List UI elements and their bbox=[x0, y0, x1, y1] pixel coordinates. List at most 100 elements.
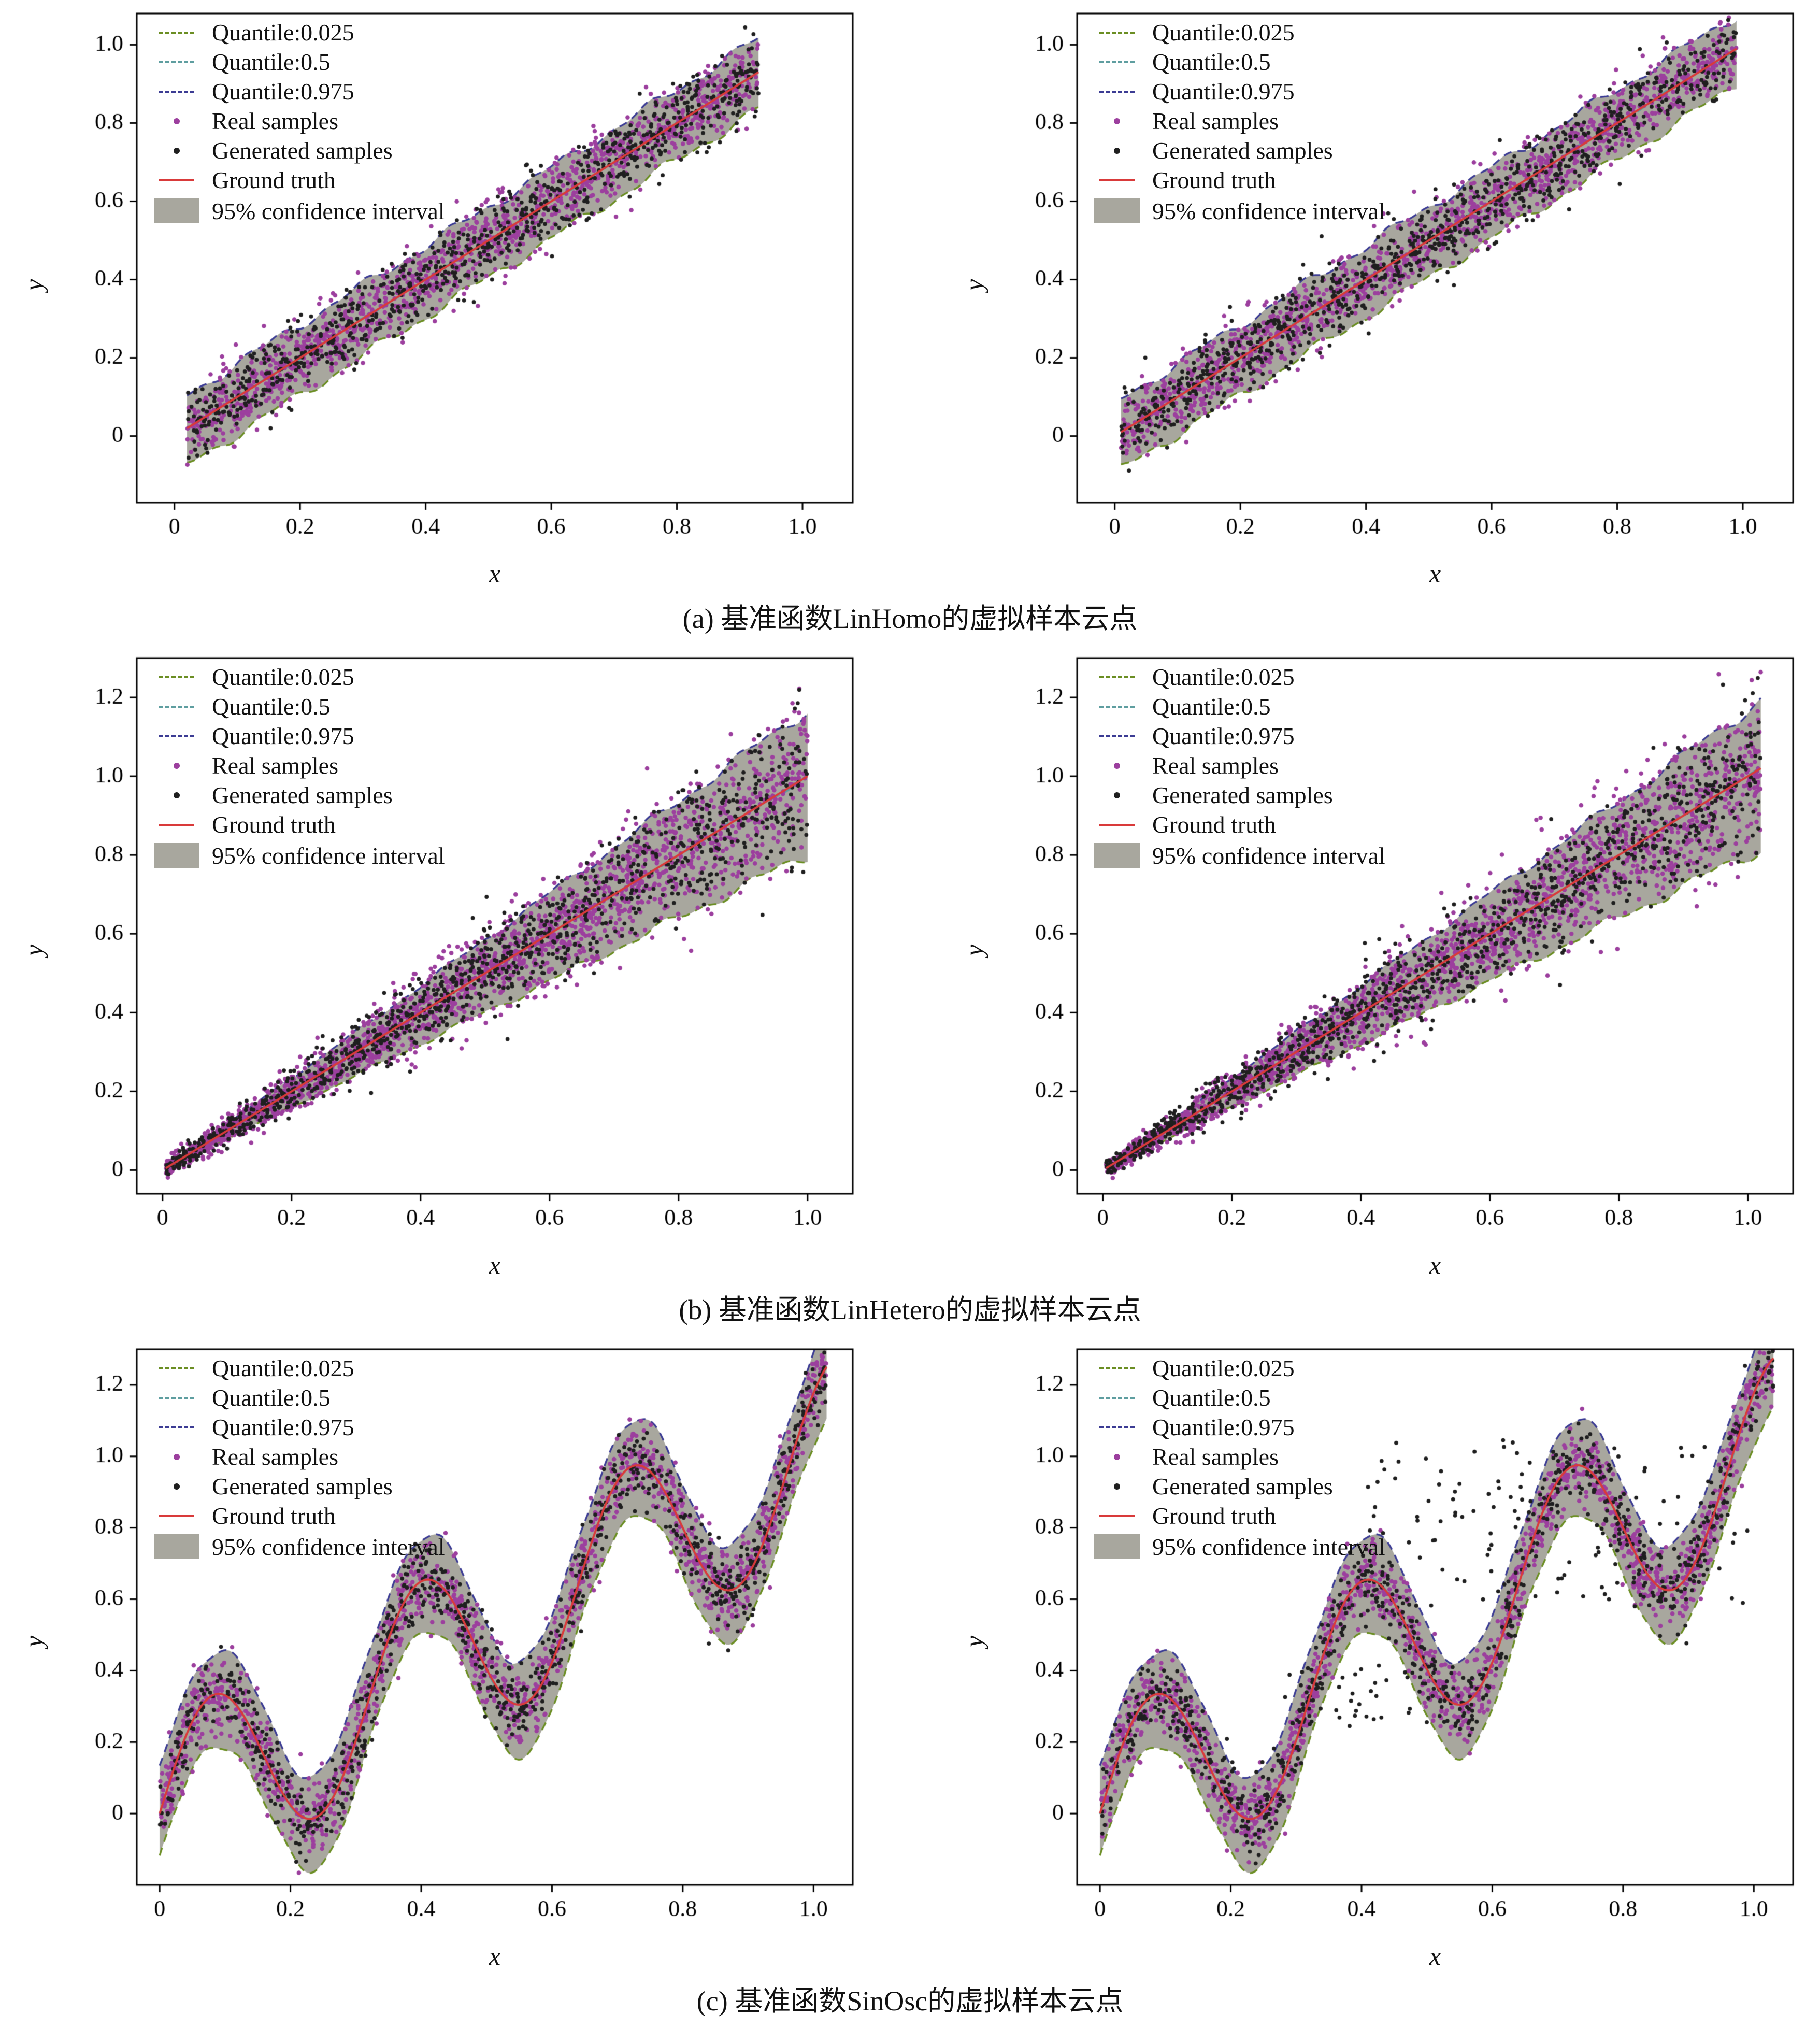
plot-area: Quantile:0.025 Quantile:0.5 Quantile:0.975… bbox=[994, 1343, 1802, 1939]
legend-marker-box bbox=[1090, 843, 1144, 868]
legend-marker-dashed-line bbox=[159, 31, 194, 34]
legend-item: Quantile:0.975 bbox=[1090, 721, 1385, 751]
x-axis-label: x bbox=[489, 1250, 501, 1279]
plot-legend: Quantile:0.025 Quantile:0.5 Quantile:0.975… bbox=[150, 18, 445, 227]
y-axis-label: y bbox=[19, 279, 48, 291]
legend-marker-dot bbox=[1114, 1453, 1120, 1460]
legend-label: Quantile:0.975 bbox=[212, 1414, 354, 1440]
legend-label: Quantile:0.975 bbox=[212, 723, 354, 749]
legend-label: Real samples bbox=[212, 752, 338, 779]
plot-canvas-sinosc-left bbox=[54, 1343, 862, 1939]
legend-marker-dashed-line bbox=[1099, 1426, 1135, 1428]
legend-marker-box bbox=[1090, 179, 1144, 181]
legend-marker-dashed-line bbox=[1099, 676, 1135, 678]
chart-panel-linhomo-right: y Quantile:0.025 Quantile:0.5 Quantile:0.9… bbox=[958, 7, 1802, 591]
legend-label: Quantile:0.025 bbox=[1152, 664, 1295, 690]
legend-marker-dot bbox=[1114, 118, 1120, 124]
legend-marker-dot bbox=[1114, 762, 1120, 769]
legend-label: Quantile:0.975 bbox=[212, 78, 354, 105]
legend-item: Real samples bbox=[1090, 751, 1385, 780]
legend-label: Quantile:0.025 bbox=[212, 19, 354, 46]
plot-legend: Quantile:0.025 Quantile:0.5 Quantile:0.975… bbox=[150, 1353, 445, 1563]
legend-marker-box bbox=[1090, 118, 1144, 124]
legend-marker-patch bbox=[154, 198, 199, 223]
y-axis-label: y bbox=[959, 945, 988, 956]
legend-item: Generated samples bbox=[1090, 780, 1385, 810]
legend-marker-box bbox=[1090, 705, 1144, 708]
legend-marker-dot bbox=[174, 1483, 180, 1490]
plot-canvas-sinosc-right bbox=[994, 1343, 1802, 1939]
legend-marker-dashed-line bbox=[1099, 1367, 1135, 1369]
legend-item: Quantile:0.975 bbox=[1090, 77, 1385, 106]
chart-panel-linhetero-left: y Quantile:0.025 Quantile:0.5 Quantile:0.9… bbox=[18, 652, 862, 1282]
legend-marker-box bbox=[150, 792, 204, 798]
legend-item: Ground truth bbox=[1090, 1501, 1385, 1531]
legend-label: Quantile:0.5 bbox=[212, 49, 331, 75]
legend-item: Quantile:0.975 bbox=[150, 77, 445, 106]
charts-row-c: y Quantile:0.025 Quantile:0.5 Quantile:0.9… bbox=[0, 1343, 1820, 1973]
legend-item: Quantile:0.025 bbox=[1090, 1353, 1385, 1383]
legend-marker-box bbox=[1090, 792, 1144, 798]
legend-item: Quantile:0.975 bbox=[150, 721, 445, 751]
legend-label: Quantile:0.5 bbox=[1152, 49, 1271, 75]
x-axis-label: x bbox=[1429, 1941, 1441, 1970]
legend-label: 95% confidence interval bbox=[212, 1533, 445, 1560]
legend-item: Generated samples bbox=[150, 136, 445, 165]
legend-marker-dashed-line bbox=[1099, 735, 1135, 737]
legend-marker-box bbox=[1090, 31, 1144, 34]
legend-marker-line bbox=[1099, 1515, 1135, 1517]
chart-panel-linhetero-right: y Quantile:0.025 Quantile:0.5 Quantile:0.9… bbox=[958, 652, 1802, 1282]
legend-marker-box bbox=[150, 676, 204, 678]
legend-label: Ground truth bbox=[1152, 811, 1276, 838]
legend-item: 95% confidence interval bbox=[150, 1531, 445, 1563]
legend-marker-box bbox=[150, 61, 204, 63]
legend-marker-dot bbox=[174, 792, 180, 798]
legend-item: Generated samples bbox=[150, 1471, 445, 1501]
chart-panel-sinosc-right: y Quantile:0.025 Quantile:0.5 Quantile:0.9… bbox=[958, 1343, 1802, 1973]
legend-marker-box bbox=[150, 735, 204, 737]
legend-marker-dashed-line bbox=[159, 1367, 194, 1369]
legend-label: Real samples bbox=[1152, 108, 1279, 134]
legend-marker-box bbox=[150, 1396, 204, 1399]
x-axis-label: x bbox=[1429, 559, 1441, 588]
row-caption-c: (c) 基准函数SinOsc的虚拟样本云点 bbox=[696, 1985, 1124, 2017]
legend-item: Generated samples bbox=[1090, 1471, 1385, 1501]
figure-row-sinosc: y Quantile:0.025 Quantile:0.5 Quantile:0.9… bbox=[0, 1343, 1820, 2023]
legend-item: Ground truth bbox=[150, 165, 445, 195]
plot-canvas-linhomo-left bbox=[54, 7, 862, 556]
legend-marker-line bbox=[1099, 179, 1135, 181]
legend-item: Generated samples bbox=[1090, 136, 1385, 165]
legend-marker-patch bbox=[154, 843, 199, 868]
legend-label: Ground truth bbox=[212, 811, 336, 838]
plot-legend: Quantile:0.025 Quantile:0.5 Quantile:0.975… bbox=[1090, 1353, 1385, 1563]
legend-item: 95% confidence interval bbox=[1090, 1531, 1385, 1563]
legend-label: Quantile:0.5 bbox=[1152, 1384, 1271, 1411]
plot-area: Quantile:0.025 Quantile:0.5 Quantile:0.975… bbox=[54, 7, 862, 556]
legend-marker-patch bbox=[1094, 198, 1140, 223]
legend-item: Real samples bbox=[150, 106, 445, 136]
legend-marker-dashed-line bbox=[159, 61, 194, 63]
legend-item: 95% confidence interval bbox=[150, 839, 445, 872]
legend-marker-box bbox=[1090, 1534, 1144, 1559]
legend-item: 95% confidence interval bbox=[1090, 195, 1385, 227]
legend-label: 95% confidence interval bbox=[212, 842, 445, 869]
legend-marker-dashed-line bbox=[159, 705, 194, 708]
plot-legend: Quantile:0.025 Quantile:0.5 Quantile:0.975… bbox=[1090, 18, 1385, 227]
legend-marker-box bbox=[150, 823, 204, 826]
legend-item: Ground truth bbox=[1090, 810, 1385, 839]
legend-item: Quantile:0.025 bbox=[150, 1353, 445, 1383]
legend-item: Quantile:0.5 bbox=[1090, 47, 1385, 77]
legend-marker-patch bbox=[1094, 843, 1140, 868]
y-axis-label: y bbox=[19, 1636, 48, 1648]
legend-item: Ground truth bbox=[150, 810, 445, 839]
legend-label: Quantile:0.975 bbox=[1152, 723, 1295, 749]
legend-marker-box bbox=[150, 1534, 204, 1559]
legend-item: Real samples bbox=[150, 1442, 445, 1471]
legend-label: Generated samples bbox=[212, 782, 393, 808]
legend-marker-box bbox=[150, 198, 204, 223]
legend-marker-patch bbox=[154, 1534, 199, 1559]
legend-label: Quantile:0.975 bbox=[1152, 1414, 1295, 1440]
legend-marker-box bbox=[150, 31, 204, 34]
legend-marker-dashed-line bbox=[159, 90, 194, 93]
